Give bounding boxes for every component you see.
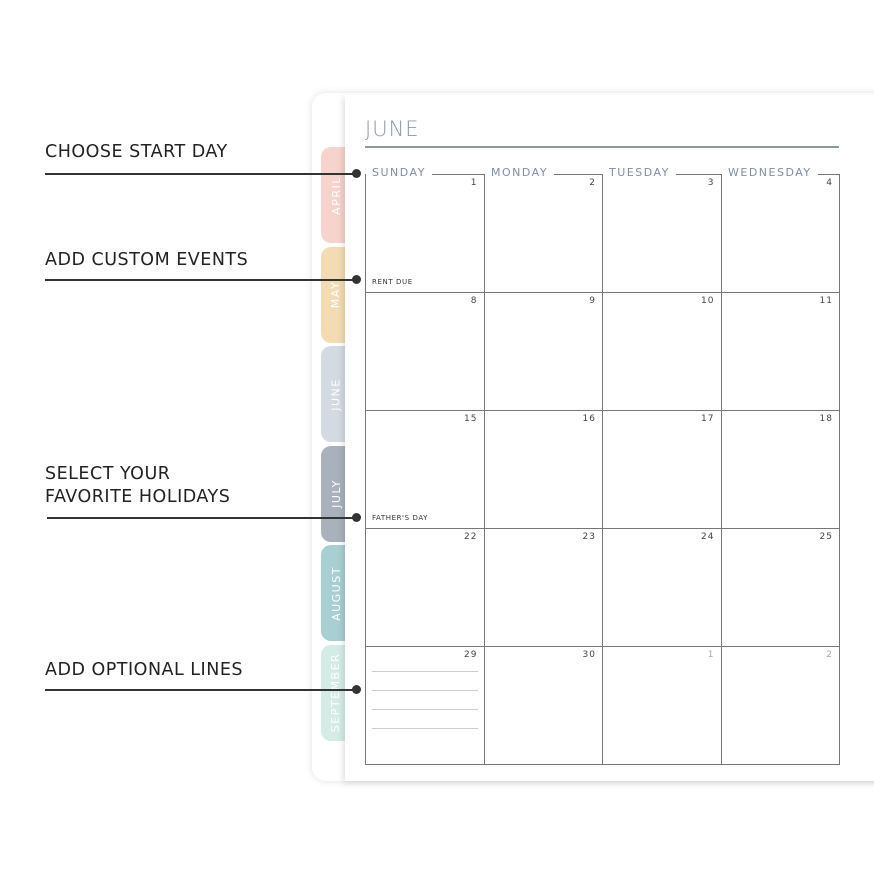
leader-line xyxy=(47,517,357,519)
day-cell[interactable]: 2 xyxy=(721,646,840,764)
annotation-holidays-line1: SELECT YOUR xyxy=(45,464,171,484)
date-number: 9 xyxy=(589,296,596,306)
date-number: 16 xyxy=(582,414,596,424)
day-header-tuesday: TUESDAY xyxy=(603,166,676,179)
leader-dot xyxy=(352,275,361,284)
day-cell[interactable]: 4 xyxy=(721,174,840,292)
day-cell[interactable]: 30 xyxy=(484,646,603,764)
note-line xyxy=(372,728,478,729)
month-tab-label: SEPTEMBER xyxy=(329,652,343,733)
date-number: 4 xyxy=(826,178,833,188)
date-number: 8 xyxy=(470,296,478,306)
day-cell[interactable]: 25 xyxy=(721,528,840,646)
annotation-holidays-line2: FAVORITE HOLIDAYS xyxy=(45,487,231,507)
leader-line xyxy=(45,173,357,175)
date-number: 29 xyxy=(464,650,478,660)
month-tab-label: MAY xyxy=(329,280,343,309)
note-line xyxy=(372,709,478,710)
day-cell[interactable]: 18 xyxy=(721,410,840,528)
date-number: 24 xyxy=(701,532,715,542)
day-cell[interactable]: 24 xyxy=(603,528,722,646)
leader-line xyxy=(45,689,357,691)
day-cell[interactable]: 1 RENT DUE xyxy=(366,174,485,292)
day-cell[interactable]: 11 xyxy=(721,292,840,410)
leader-line xyxy=(45,279,357,281)
annotation-custom-events: ADD CUSTOM EVENTS xyxy=(45,250,249,270)
day-cell[interactable]: 29 xyxy=(366,646,485,764)
annotation-start-day: CHOOSE START DAY xyxy=(45,142,228,162)
day-cell[interactable]: 3 xyxy=(603,174,722,292)
day-cell[interactable]: 22 xyxy=(366,528,485,646)
date-number: 3 xyxy=(707,178,715,188)
note-line xyxy=(372,690,478,691)
date-number: 17 xyxy=(701,414,715,424)
day-cell[interactable]: 10 xyxy=(603,292,722,410)
day-cell[interactable]: 17 xyxy=(603,410,722,528)
leader-dot xyxy=(352,513,361,522)
date-number: 25 xyxy=(819,532,833,542)
day-header-sunday: SUNDAY xyxy=(366,166,432,179)
date-number: 1 xyxy=(470,178,478,188)
month-title: JUNE xyxy=(365,117,420,141)
event-label: RENT DUE xyxy=(372,278,413,286)
day-cell[interactable]: 15 FATHER'S DAY xyxy=(366,410,485,528)
month-tab-label: AUGUST xyxy=(329,565,343,621)
day-cell[interactable]: 1 xyxy=(603,646,722,764)
leader-dot xyxy=(352,685,361,694)
day-header-monday: MONDAY xyxy=(485,166,555,179)
note-line xyxy=(372,671,478,672)
date-number: 2 xyxy=(826,650,833,660)
date-number: 10 xyxy=(701,296,715,306)
title-underline xyxy=(365,146,839,148)
date-number: 11 xyxy=(819,296,833,306)
date-number: 23 xyxy=(582,532,596,542)
day-cell[interactable]: 23 xyxy=(484,528,603,646)
annotation-optional-lines: ADD OPTIONAL LINES xyxy=(45,660,243,680)
month-tab-label: APRIL xyxy=(329,175,343,215)
month-tab-label: JUNE xyxy=(329,377,343,411)
date-number: 2 xyxy=(589,178,596,188)
date-number: 22 xyxy=(464,532,478,542)
date-number: 30 xyxy=(582,650,596,660)
day-cell[interactable]: 9 xyxy=(484,292,603,410)
date-number: 15 xyxy=(464,414,478,424)
calendar-grid: 1 RENT DUE 2 3 4 8 9 10 11 15 FATHER'S DAY 16 17 18 22… xyxy=(365,174,840,765)
day-header-wednesday: WEDNESDAY xyxy=(722,166,818,179)
leader-dot xyxy=(352,169,361,178)
event-label: FATHER'S DAY xyxy=(372,514,429,522)
date-number: 1 xyxy=(707,650,715,660)
day-cell[interactable]: 16 xyxy=(484,410,603,528)
day-cell[interactable]: 2 xyxy=(484,174,603,292)
month-tab-label: JULY xyxy=(329,479,343,508)
day-cell[interactable]: 8 xyxy=(366,292,485,410)
date-number: 18 xyxy=(819,414,833,424)
